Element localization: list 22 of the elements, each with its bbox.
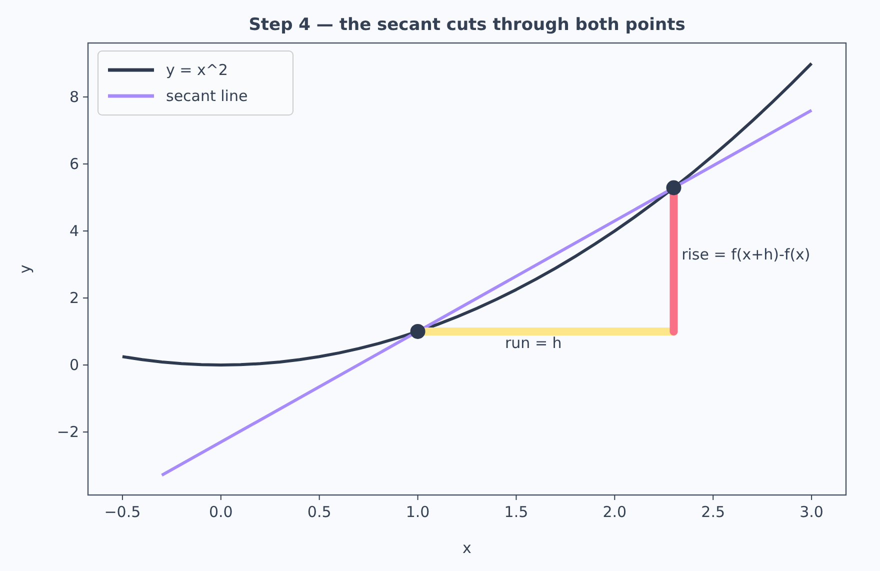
x-tick-label: 1.0: [406, 503, 430, 521]
x-tick-label: 2.5: [701, 503, 726, 521]
line-series: [120, 62, 814, 366]
y-tick-label: 0: [69, 356, 79, 374]
y-tick-label: 8: [69, 88, 79, 106]
annotation: rise = f(x+h)-f(x): [682, 245, 810, 264]
x-tick-label: 0.0: [208, 503, 233, 521]
annotation: run = h: [505, 334, 562, 352]
y-axis-title: y: [16, 264, 34, 274]
x-tick-label: −0.5: [104, 503, 141, 521]
x-tick-label: 2.0: [602, 503, 627, 521]
y-tick-label: 4: [69, 222, 79, 240]
legend-label: y = x^2: [166, 61, 228, 79]
x-axis-title: x: [462, 539, 472, 557]
y-tick-label: −2: [56, 423, 79, 442]
legend-label: secant line: [166, 87, 248, 105]
x-tick-label: 3.0: [800, 503, 824, 521]
chart-title: Step 4 — the secant cuts through both points: [248, 15, 686, 35]
x-tick-label: 1.5: [504, 503, 528, 521]
y-tick-label: 2: [69, 288, 79, 307]
x-tick-label: 0.5: [307, 503, 332, 521]
y-tick-label: 6: [69, 154, 79, 173]
